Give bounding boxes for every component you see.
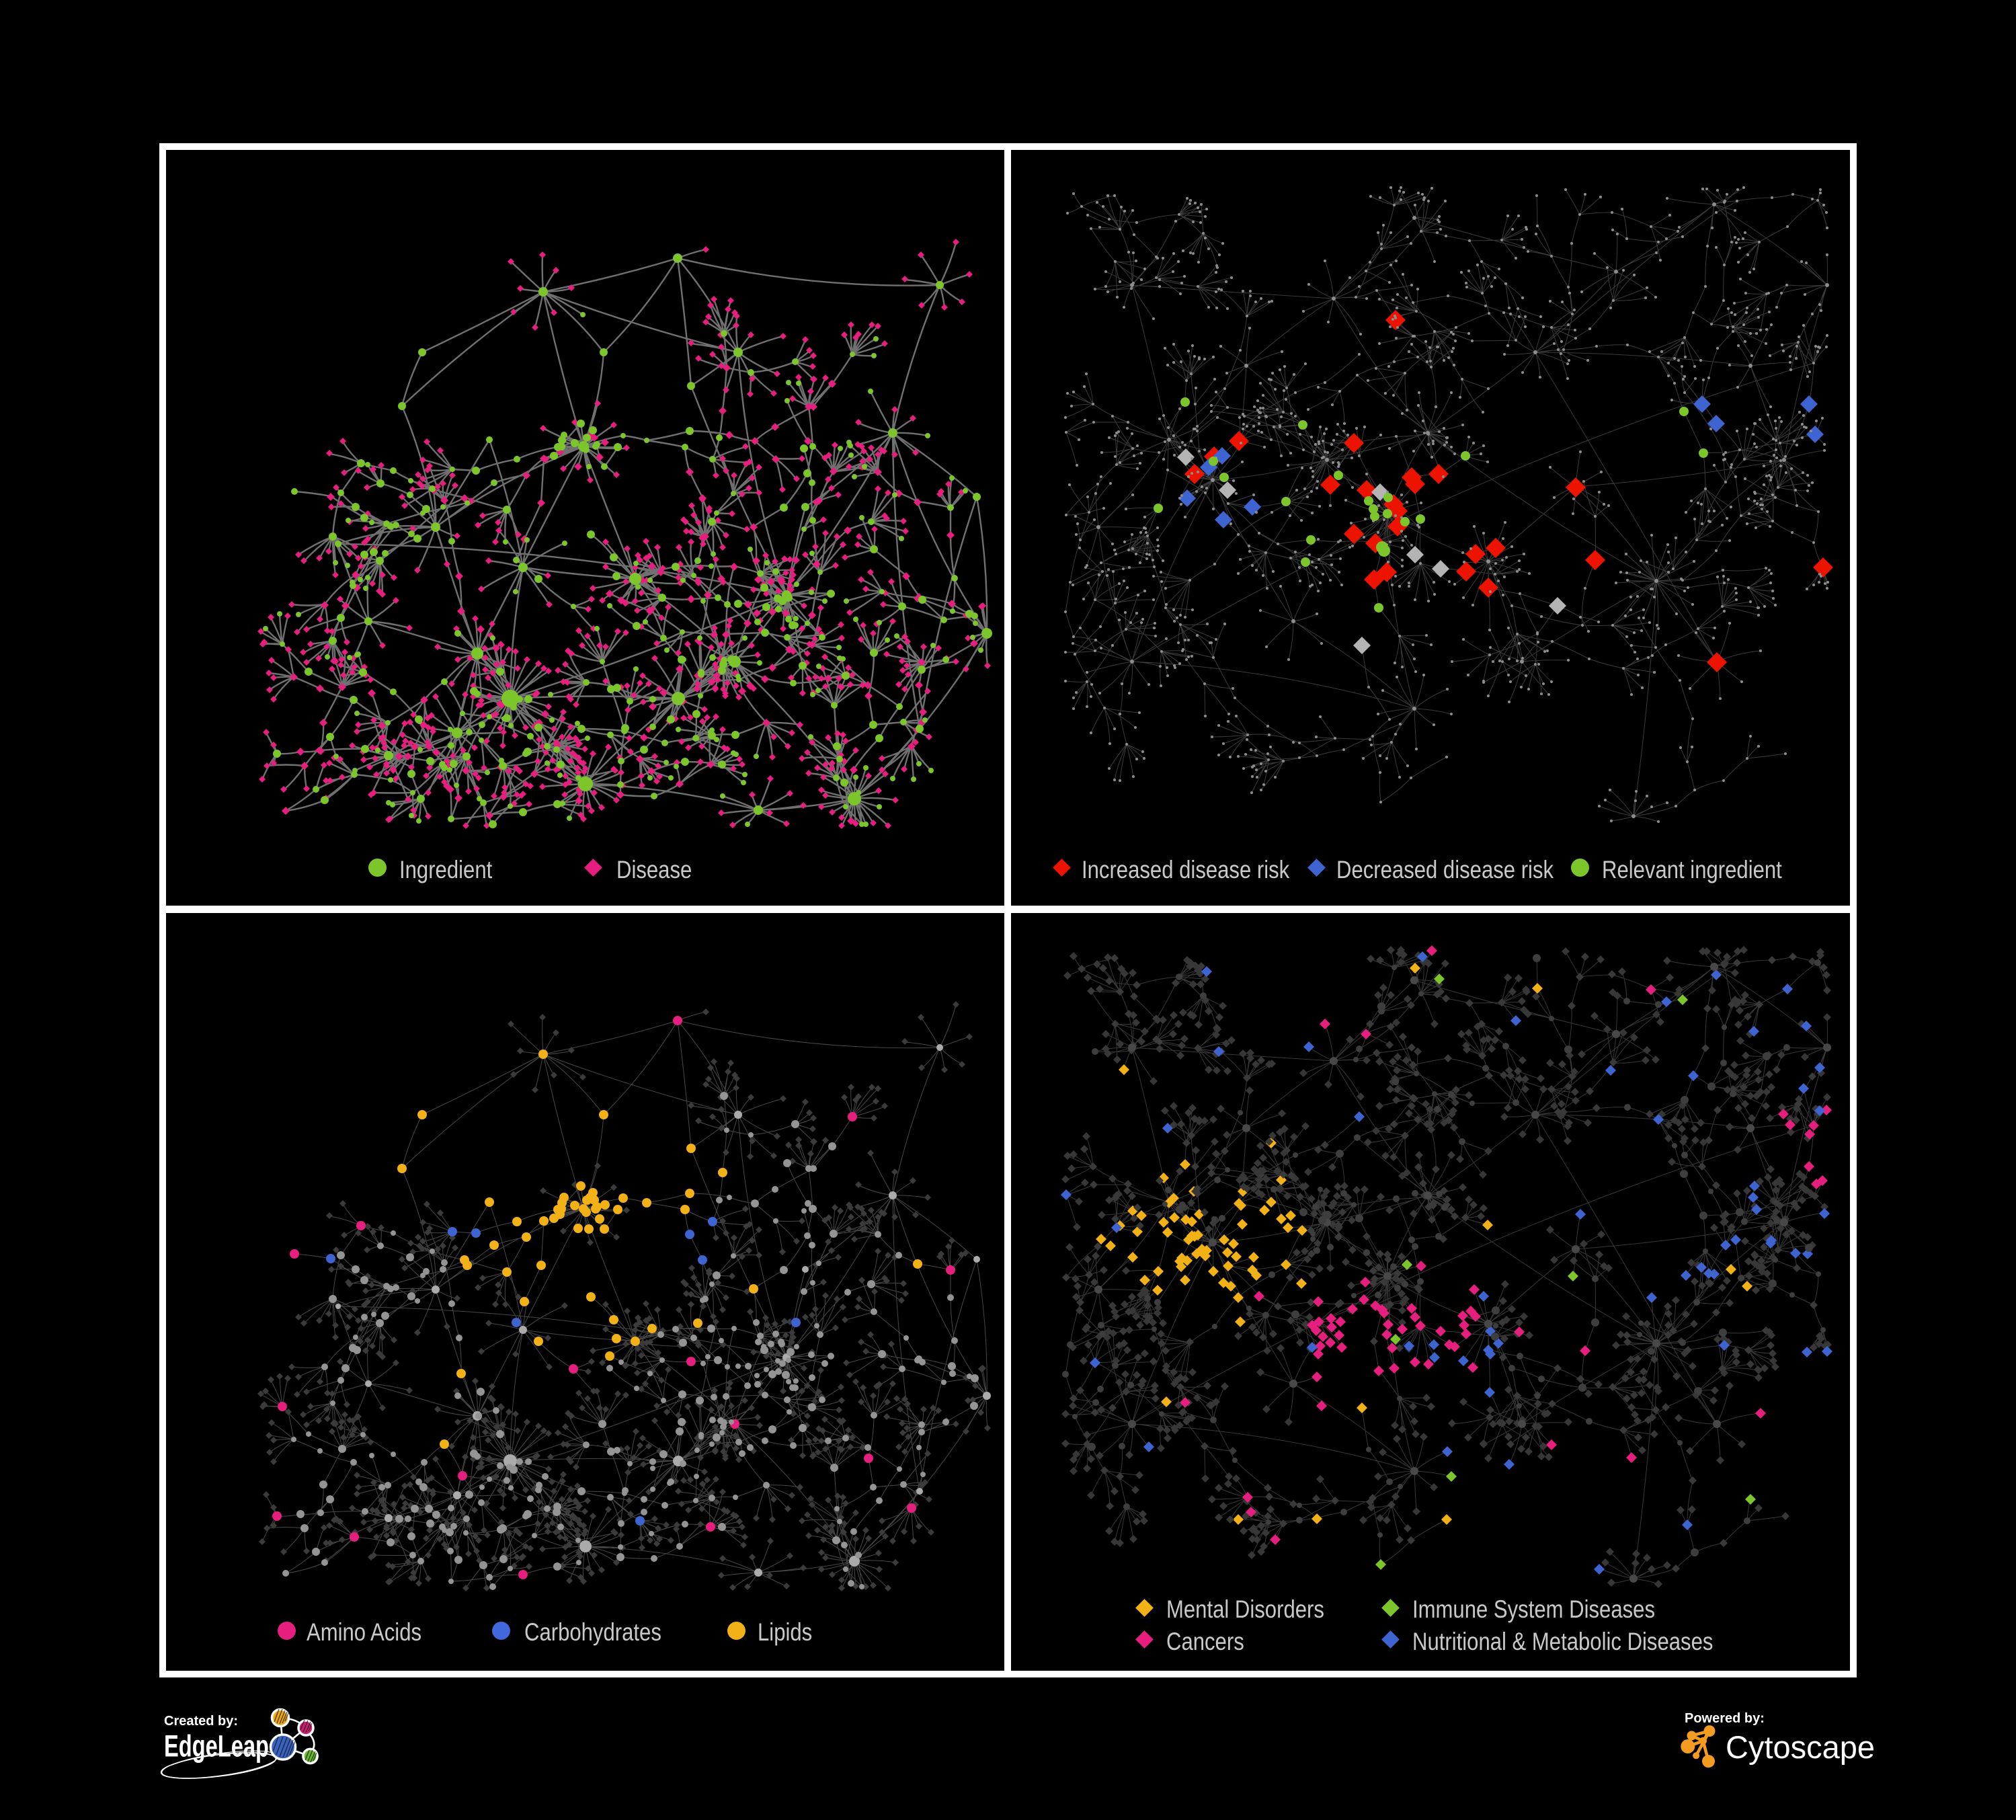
- svg-text:Powered by:: Powered by:: [1685, 1711, 1765, 1726]
- svg-text:Created by:: Created by:: [164, 1714, 238, 1729]
- svg-text:Cytoscape: Cytoscape: [1726, 1729, 1875, 1765]
- svg-text:EdgeLeap: EdgeLeap: [164, 1729, 269, 1764]
